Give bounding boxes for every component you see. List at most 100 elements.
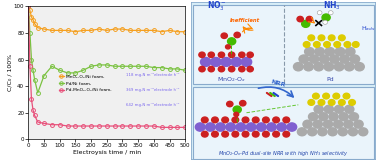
Circle shape [343, 93, 350, 99]
Circle shape [240, 101, 246, 106]
Circle shape [266, 123, 276, 131]
Circle shape [319, 55, 329, 63]
Circle shape [287, 123, 297, 131]
Circle shape [328, 100, 335, 105]
Legend: MnO₂-Oₓ/Ni foam,, Pd/Ni foam,, Pd-MnO₂-Oₓ/Ni foam,: MnO₂-Oₓ/Ni foam,, Pd/Ni foam,, Pd-MnO₂-O… [59, 75, 112, 92]
Circle shape [228, 66, 235, 72]
Circle shape [334, 63, 344, 71]
Circle shape [227, 101, 233, 107]
Circle shape [256, 123, 266, 131]
Circle shape [283, 117, 290, 123]
Circle shape [242, 117, 249, 123]
Circle shape [323, 93, 330, 99]
Circle shape [201, 117, 208, 123]
Text: 369 mg-N m⁻²electrode h⁻¹: 369 mg-N m⁻²electrode h⁻¹ [125, 88, 179, 92]
Circle shape [211, 58, 221, 66]
Text: Pd: Pd [326, 77, 334, 82]
Text: H$_{ads}$: H$_{ads}$ [361, 24, 375, 33]
Circle shape [304, 63, 313, 71]
Text: 118 mg-N m⁻²electrode h⁻¹: 118 mg-N m⁻²electrode h⁻¹ [125, 73, 179, 77]
Circle shape [358, 128, 368, 136]
Circle shape [201, 131, 208, 137]
Circle shape [334, 42, 341, 47]
Circle shape [239, 66, 245, 72]
Circle shape [221, 58, 231, 66]
Circle shape [333, 93, 339, 99]
Circle shape [344, 63, 354, 71]
Circle shape [314, 105, 323, 113]
Circle shape [328, 35, 335, 41]
Circle shape [293, 63, 303, 71]
Text: MnO$_2$-O$_x$: MnO$_2$-O$_x$ [217, 75, 246, 84]
Circle shape [247, 52, 253, 58]
Circle shape [306, 16, 313, 22]
Circle shape [345, 105, 354, 113]
Circle shape [313, 120, 322, 128]
Circle shape [308, 100, 314, 105]
Circle shape [277, 123, 287, 131]
Circle shape [199, 66, 205, 72]
Circle shape [263, 131, 269, 137]
Circle shape [318, 128, 327, 136]
Circle shape [303, 120, 312, 128]
Circle shape [344, 42, 351, 47]
Circle shape [253, 117, 259, 123]
Circle shape [318, 100, 325, 105]
Circle shape [352, 42, 359, 47]
Circle shape [206, 123, 215, 131]
Circle shape [335, 47, 345, 56]
Circle shape [228, 38, 236, 45]
Circle shape [314, 63, 324, 71]
Circle shape [354, 120, 363, 128]
Y-axis label: C/C₀ / 100%: C/C₀ / 100% [7, 54, 12, 92]
Text: MnO$_2$-O$_x$-Pd dual-site NRR with high NH$_3$ selectivity: MnO$_2$-O$_x$-Pd dual-site NRR with high… [218, 149, 349, 158]
Circle shape [246, 123, 256, 131]
Text: 642 mg-N m⁻²electrode h⁻¹: 642 mg-N m⁻²electrode h⁻¹ [125, 104, 179, 107]
Circle shape [313, 93, 319, 99]
Circle shape [349, 113, 358, 121]
Circle shape [195, 123, 205, 131]
Circle shape [302, 20, 310, 27]
Circle shape [234, 32, 240, 38]
Circle shape [232, 131, 239, 137]
Circle shape [313, 42, 320, 47]
Circle shape [273, 117, 279, 123]
Circle shape [308, 113, 318, 121]
Circle shape [340, 55, 349, 63]
Circle shape [234, 112, 239, 116]
Circle shape [297, 16, 303, 22]
Circle shape [222, 117, 228, 123]
Circle shape [216, 123, 225, 131]
Circle shape [345, 47, 355, 56]
Circle shape [315, 47, 324, 56]
Circle shape [339, 113, 349, 121]
Circle shape [218, 66, 225, 72]
Circle shape [263, 117, 269, 123]
Circle shape [308, 128, 317, 136]
Circle shape [212, 117, 218, 123]
Circle shape [253, 131, 259, 137]
FancyBboxPatch shape [193, 87, 374, 159]
Circle shape [212, 131, 218, 137]
Circle shape [329, 113, 338, 121]
Circle shape [283, 131, 290, 137]
Circle shape [317, 11, 322, 15]
Circle shape [308, 35, 314, 41]
Circle shape [328, 11, 333, 15]
Circle shape [339, 100, 345, 105]
Circle shape [349, 128, 358, 136]
Circle shape [349, 100, 355, 105]
Circle shape [226, 123, 235, 131]
Circle shape [344, 120, 353, 128]
Circle shape [324, 42, 330, 47]
Circle shape [328, 128, 337, 136]
Circle shape [242, 131, 249, 137]
Circle shape [299, 55, 309, 63]
Circle shape [330, 55, 339, 63]
Circle shape [232, 117, 239, 123]
Circle shape [303, 42, 310, 47]
Circle shape [339, 35, 345, 41]
Circle shape [309, 55, 319, 63]
X-axis label: Electroysis time / min: Electroysis time / min [73, 150, 141, 155]
Circle shape [297, 128, 307, 136]
